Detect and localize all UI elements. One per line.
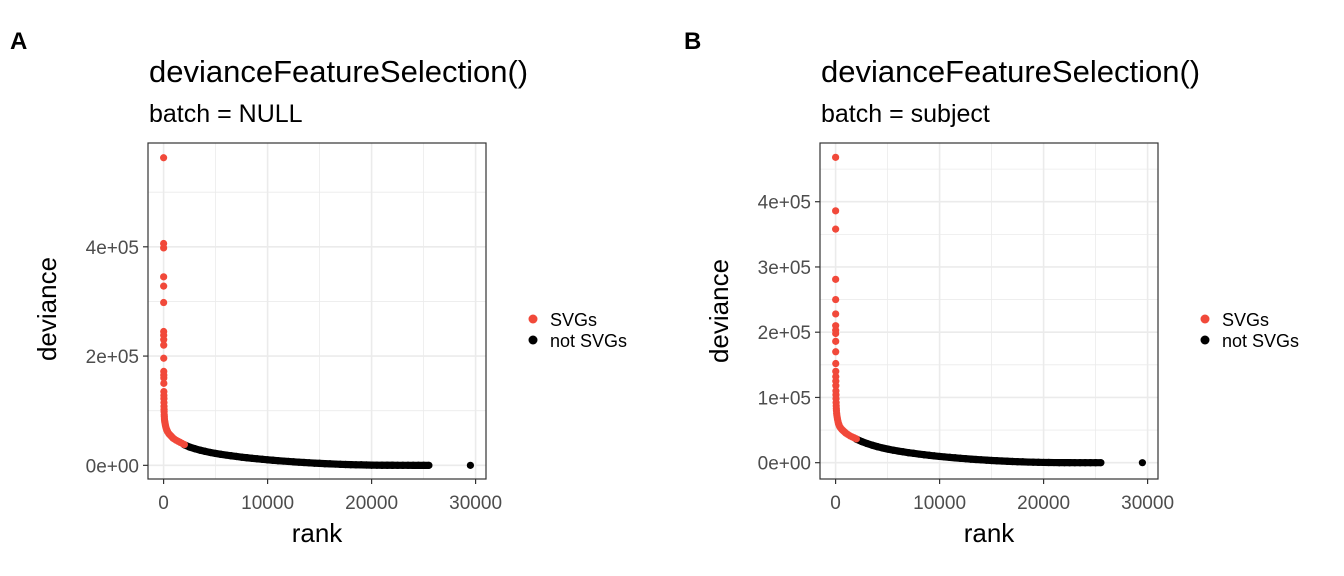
svg-point [160,273,168,281]
svg-point [832,359,840,368]
svg-point [832,225,840,233]
svg-point [160,379,168,387]
svg-point [160,341,168,349]
y-tick-label: 4e+05 [86,238,139,259]
svg-point [160,282,168,290]
svg-point [160,354,168,362]
x-tick-label: 30000 [1121,493,1174,514]
svg-point [832,348,840,356]
svg-point [160,374,168,382]
legend-label-not-svgs: not SVGs [550,331,627,351]
plot-border [147,142,487,480]
chart-subtitle: batch = subject [821,100,990,128]
svg-point [160,154,168,162]
svg-point [832,382,840,390]
x-tick-label: 30000 [449,493,502,514]
x-axis-title: rank [964,518,1016,548]
svg-point [832,310,840,318]
y-axis-title: deviance [32,257,62,361]
data-points [832,153,1146,467]
y-tick-label: 0e+00 [758,454,811,475]
not-svg-point [466,461,474,469]
y-tick-label: 1e+05 [758,388,811,409]
legend-key-not-svgs [528,335,538,345]
panel-label-a: A [10,28,28,55]
x-tick-label: 0 [830,493,841,514]
svg-point [832,295,840,304]
chart-panel-a: devianceFeatureSelection() batch = NULL … [32,54,627,548]
data-points [160,154,474,469]
legend: SVGs not SVGs [528,310,627,351]
legend-key-not-svgs [1200,335,1210,345]
grid [148,143,486,479]
y-tick-label: 3e+05 [758,258,811,279]
axis-ticks: 0 10000 20000 30000 0e+00 2e+05 4e+05 [86,238,502,514]
svg-point [180,440,188,449]
axis-ticks: 0 10000 20000 30000 0e+00 1e+05 2e+05 3e+05 4e+0… [758,193,1174,514]
svg-point [832,337,840,345]
y-tick-label: 2e+05 [758,323,811,344]
x-tick-label: 20000 [345,493,398,514]
chart-title: devianceFeatureSelection() [821,54,1200,89]
svg-point [832,367,840,375]
svg-point [832,153,840,161]
svg-point [832,329,840,338]
svg-point [160,298,168,307]
legend-label-svgs: SVGs [550,310,597,330]
x-tick-label: 10000 [913,493,966,514]
chart-panel-b: devianceFeatureSelection() batch = subje… [704,54,1299,548]
grid [820,143,1158,479]
svg-point [160,244,168,252]
not-svg-point [1138,459,1146,467]
svg-point [832,207,840,215]
legend-label-not-svgs: not SVGs [1222,331,1299,351]
not-svg-point [425,461,433,469]
svg-point [852,435,861,443]
legend-key-svgs [1200,314,1210,324]
svg-point [832,275,840,283]
x-tick-label: 10000 [241,493,294,514]
x-axis-title: rank [292,518,344,548]
chart-subtitle: batch = NULL [149,100,303,128]
panel-label-b: B [684,28,702,55]
legend: SVGs not SVGs [1200,310,1299,351]
y-tick-label: 2e+05 [86,347,139,368]
not-svg-point [1097,459,1105,467]
chart-title: devianceFeatureSelection() [149,54,528,89]
y-axis-title: deviance [704,259,734,363]
legend-key-svgs [528,314,538,324]
svg-point [160,336,168,344]
x-tick-label: 0 [158,493,169,514]
plot-border [819,142,1159,480]
y-tick-label: 0e+00 [86,456,139,477]
x-tick-label: 20000 [1017,493,1070,514]
legend-label-svgs: SVGs [1222,310,1269,330]
y-tick-label: 4e+05 [758,193,811,214]
